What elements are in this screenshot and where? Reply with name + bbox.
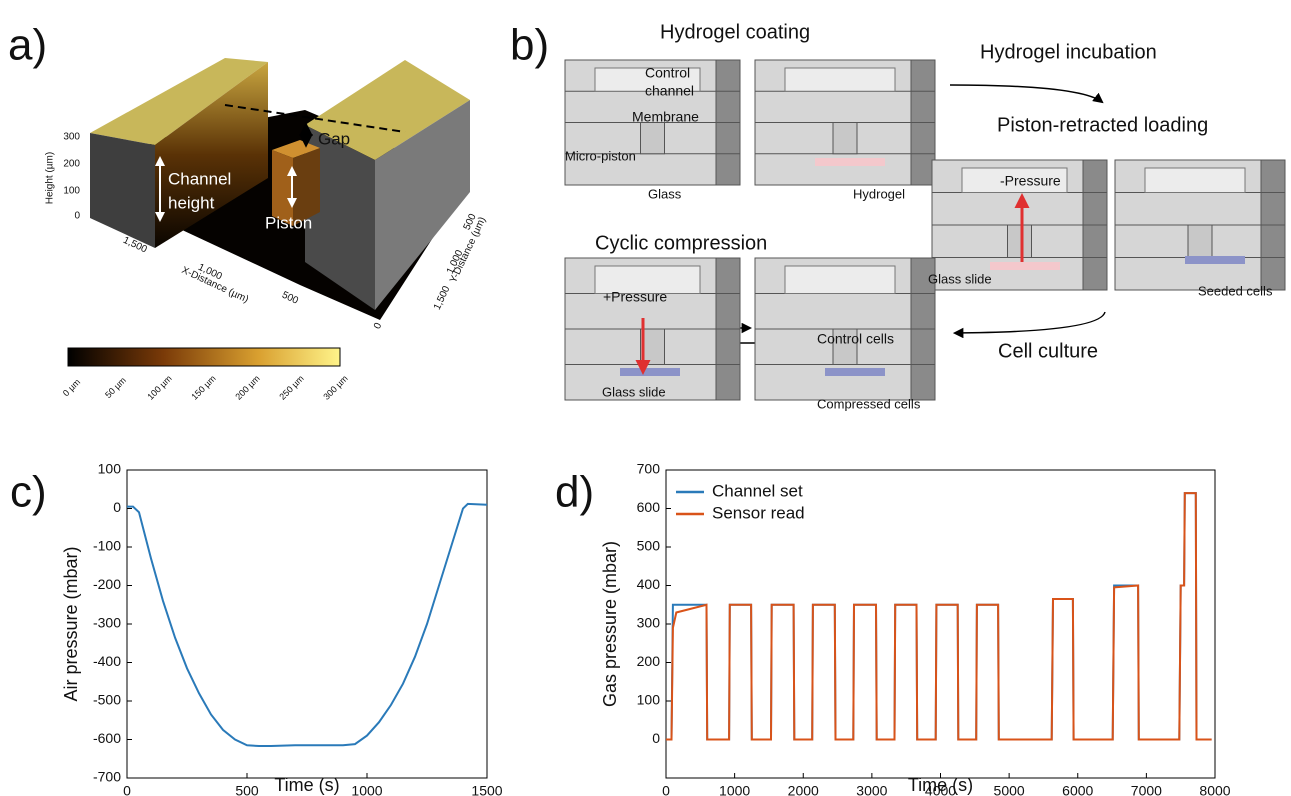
label: Cyclic compression bbox=[595, 232, 767, 254]
y-tick-label: -200 bbox=[93, 576, 121, 592]
y-tick-label: 700 bbox=[637, 461, 661, 477]
label: Air pressure (mbar) bbox=[61, 546, 81, 701]
label: Gas pressure (mbar) bbox=[600, 541, 620, 707]
x-tick-label: 1000 bbox=[719, 783, 750, 796]
x-tick-label: 5000 bbox=[994, 783, 1025, 796]
plot-frame bbox=[127, 470, 487, 778]
data-line bbox=[666, 493, 1212, 739]
x-tick-label: 6000 bbox=[1062, 783, 1093, 796]
label: Hydrogel coating bbox=[660, 21, 810, 43]
device-piston bbox=[833, 123, 857, 154]
x-tick-label: 7000 bbox=[1131, 783, 1162, 796]
y-tick-label: 100 bbox=[637, 692, 661, 708]
label: 300 µm bbox=[321, 373, 349, 401]
label: Cell culture bbox=[998, 340, 1098, 362]
y-tick-label: -500 bbox=[93, 692, 121, 708]
label: Micro-piston bbox=[565, 148, 636, 163]
device-channel bbox=[785, 68, 895, 91]
label: 200 µm bbox=[233, 373, 261, 401]
label: c) bbox=[10, 468, 47, 517]
device-piston bbox=[1188, 225, 1212, 258]
label: b) bbox=[510, 21, 549, 70]
label: Hydrogel bbox=[853, 186, 905, 201]
label: 1,500 bbox=[432, 284, 453, 312]
y-tick-label: 0 bbox=[652, 730, 660, 746]
label: Compressed cells bbox=[817, 396, 921, 411]
label: d) bbox=[555, 468, 594, 517]
label: 150 µm bbox=[189, 373, 217, 401]
y-tick-label: 400 bbox=[637, 576, 661, 592]
legend-label: Channel set bbox=[712, 481, 803, 500]
label: channel bbox=[645, 83, 694, 99]
x-tick-label: 3000 bbox=[856, 783, 887, 796]
label: 100 µm bbox=[145, 373, 173, 401]
label: 200 bbox=[63, 159, 80, 170]
device-channel bbox=[1145, 168, 1245, 193]
data-line bbox=[666, 493, 1212, 739]
label: Piston-retracted loading bbox=[997, 114, 1208, 136]
legend-label: Sensor read bbox=[712, 503, 805, 522]
y-tick-label: 300 bbox=[637, 615, 661, 631]
label: Glass slide bbox=[928, 271, 992, 286]
label: -Pressure bbox=[1000, 173, 1061, 189]
figure: a) Gap Channel height Piston Height (µm) 300 20… bbox=[0, 0, 1291, 796]
hydrogel bbox=[990, 262, 1060, 270]
y-tick-label: 200 bbox=[637, 653, 661, 669]
label: Gap bbox=[318, 129, 350, 148]
y-tick-label: -100 bbox=[93, 538, 121, 554]
label: Seeded cells bbox=[1198, 283, 1273, 298]
label: Glass slide bbox=[602, 384, 666, 399]
profilometry-3d bbox=[68, 58, 470, 366]
label: Channel bbox=[168, 169, 231, 188]
label: 500 bbox=[280, 290, 300, 307]
label: 50 µm bbox=[103, 375, 128, 400]
data-line bbox=[127, 504, 487, 746]
x-tick-label: 0 bbox=[123, 783, 131, 796]
cells bbox=[825, 368, 885, 376]
label: Time (s) bbox=[908, 775, 973, 795]
device-piston bbox=[1008, 225, 1032, 258]
x-tick-label: 2000 bbox=[788, 783, 819, 796]
label: 250 µm bbox=[277, 373, 305, 401]
seeded-cells bbox=[1185, 256, 1245, 264]
label: Membrane bbox=[632, 109, 699, 125]
label: 0 µm bbox=[61, 377, 82, 398]
x-tick-label: 8000 bbox=[1199, 783, 1230, 796]
label: height bbox=[168, 193, 215, 212]
y-tick-label: 100 bbox=[98, 461, 122, 477]
y-tick-label: -700 bbox=[93, 769, 121, 785]
y-tick-label: 500 bbox=[637, 538, 661, 554]
label: Piston bbox=[265, 213, 312, 232]
label: Control cells bbox=[817, 331, 894, 347]
label: +Pressure bbox=[603, 289, 667, 305]
label: Control bbox=[645, 65, 690, 81]
device-piston bbox=[641, 123, 665, 154]
label: Time (s) bbox=[274, 775, 339, 795]
y-tick-label: 0 bbox=[113, 499, 121, 515]
device-channel bbox=[785, 266, 895, 294]
x-tick-label: 1000 bbox=[351, 783, 382, 796]
label: 100 bbox=[63, 186, 80, 197]
label: Hydrogel incubation bbox=[980, 41, 1157, 63]
label: 300 bbox=[63, 132, 80, 143]
label: 0 bbox=[74, 211, 80, 222]
label: a) bbox=[8, 21, 47, 70]
x-tick-label: 1500 bbox=[471, 783, 502, 796]
label: Glass bbox=[648, 186, 682, 201]
y-tick-label: -300 bbox=[93, 615, 121, 631]
label: 0 bbox=[372, 321, 385, 331]
hydrogel bbox=[815, 158, 885, 166]
cells bbox=[620, 368, 680, 376]
y-tick-label: -400 bbox=[93, 653, 121, 669]
x-tick-label: 500 bbox=[235, 783, 259, 796]
x-tick-label: 0 bbox=[662, 783, 670, 796]
y-tick-label: -600 bbox=[93, 730, 121, 746]
y-tick-label: 600 bbox=[637, 499, 661, 515]
label: Height (µm) bbox=[45, 152, 56, 204]
